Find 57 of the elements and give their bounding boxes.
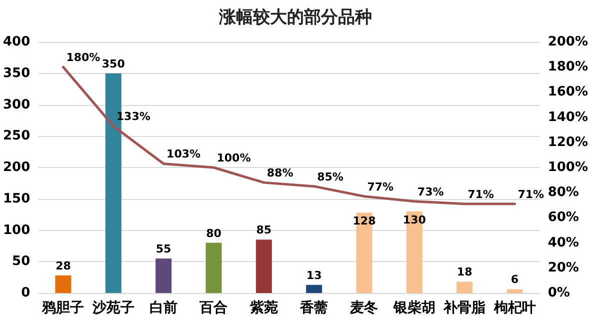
y-tick-label: 200 — [2, 160, 30, 175]
data-label: 350 — [102, 57, 126, 70]
y-tick-label: 350 — [2, 66, 30, 81]
y2-tick-label: 60% — [548, 210, 579, 226]
data-label: 73% — [417, 185, 444, 198]
data-label: 77% — [367, 180, 394, 194]
bar — [55, 275, 72, 293]
x-tick-label: 银柴胡 — [392, 300, 436, 316]
data-label: 55 — [156, 242, 172, 256]
x-tick-label: 鸦胆子 — [41, 300, 84, 316]
y2-tick-label: 40% — [548, 235, 579, 250]
chart-title: 涨幅较大的部分品种 — [218, 8, 372, 28]
x-tick-label: 紫菀 — [248, 300, 278, 316]
y2-tick-label: 200% — [548, 34, 588, 50]
y-tick-label: 50 — [12, 254, 30, 270]
data-label: 13 — [306, 268, 322, 282]
bar — [456, 282, 473, 293]
bar — [256, 240, 272, 293]
y-tick-label: 250 — [2, 128, 30, 144]
y-tick-label: 0 — [21, 286, 30, 300]
data-label: 180% — [66, 51, 100, 64]
y2-tick-label: 120% — [548, 134, 588, 150]
data-label: 28 — [56, 259, 71, 272]
y-tick-label: 400 — [2, 34, 30, 50]
data-label: 71% — [468, 188, 494, 201]
y-tick-label: 300 — [2, 97, 30, 112]
data-label: 88% — [266, 166, 294, 180]
data-label: 71% — [518, 188, 544, 201]
y-tick-label: 150 — [2, 191, 30, 206]
y2-tick-label: 0% — [548, 286, 570, 300]
x-tick-label: 白前 — [150, 300, 178, 316]
data-label: 128 — [352, 214, 376, 228]
y2-tick-label: 160% — [548, 84, 588, 100]
x-tick-label: 百合 — [198, 300, 228, 316]
bar — [306, 284, 322, 293]
x-tick-label: 麦冬 — [349, 300, 378, 316]
y2-tick-label: 20% — [548, 260, 579, 276]
bar — [156, 258, 172, 293]
y2-tick-label: 100% — [548, 160, 588, 175]
data-label: 6 — [510, 273, 519, 286]
data-label: 103% — [166, 148, 201, 161]
x-tick-label: 枸杞叶 — [492, 300, 536, 316]
y-tick-label: 100 — [2, 222, 30, 238]
data-label: 100% — [216, 152, 251, 164]
data-label: 130 — [402, 213, 426, 226]
x-tick-label: 香薷 — [299, 300, 328, 316]
data-label: 85 — [256, 224, 272, 237]
y2-tick-label: 180% — [548, 60, 588, 75]
x-tick-label: 沙苑子 — [91, 300, 134, 316]
x-tick-label: 补骨脂 — [442, 299, 486, 316]
bar — [206, 242, 222, 293]
data-label: 85% — [317, 170, 344, 184]
bar — [506, 289, 523, 293]
y2-tick-label: 80% — [548, 185, 579, 200]
data-label: 80 — [206, 226, 222, 240]
data-label: 18 — [456, 266, 472, 279]
y2-tick-label: 140% — [548, 110, 588, 125]
